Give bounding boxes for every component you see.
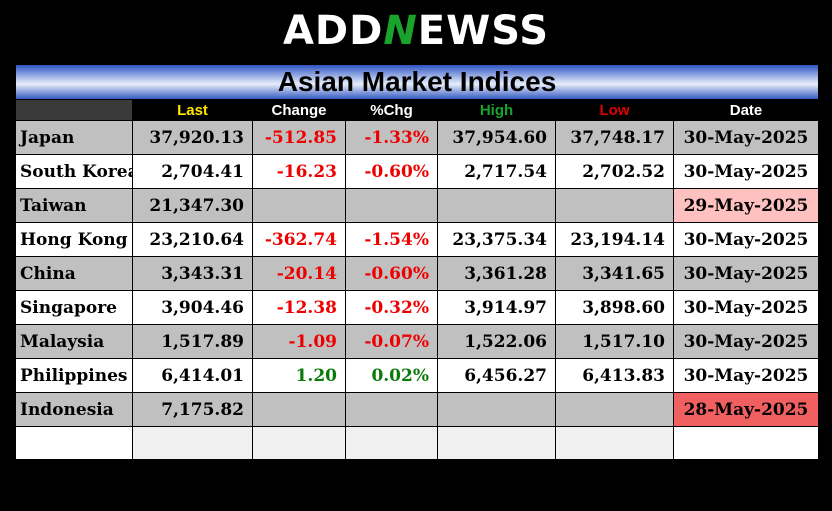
cell-high: 3,914.97 (437, 290, 556, 325)
table-row: Philippines 6,414.01 1.20 0.02% 6,456.27 6,41… (15, 358, 819, 393)
cell-pct: -0.07% (345, 324, 438, 359)
header-last: Last (132, 99, 253, 121)
empty-cell (673, 426, 819, 460)
table-row: Japan 37,920.13 -512.85 -1.33% 37,954.60 37,7… (15, 120, 819, 155)
cell-change: -16.23 (252, 154, 346, 189)
cell-change (252, 188, 346, 223)
logo-accent-n: N (383, 8, 418, 54)
cell-last: 23,210.64 (132, 222, 253, 257)
cell-last: 21,347.30 (132, 188, 253, 223)
cell-change: -362.74 (252, 222, 346, 257)
cell-change: -1.09 (252, 324, 346, 359)
header-date: Date (673, 99, 819, 121)
cell-last: 2,704.41 (132, 154, 253, 189)
cell-pct: -0.32% (345, 290, 438, 325)
cell-low (555, 188, 674, 223)
table-row: China 3,343.31 -20.14 -0.60% 3,361.28 3,341.6… (15, 256, 819, 291)
addnewss-logo: ADDNEWSS (0, 0, 832, 62)
table-row: Singapore 3,904.46 -12.38 -0.32% 3,914.97 3,8… (15, 290, 819, 325)
cell-change: 1.20 (252, 358, 346, 393)
cell-date: 30-May-2025 (673, 120, 819, 155)
cell-pct: -1.33% (345, 120, 438, 155)
cell-last: 1,517.89 (132, 324, 253, 359)
header-corner (15, 99, 133, 121)
table-row: Hong Kong 23,210.64 -362.74 -1.54% 23,375.34… (15, 222, 819, 257)
cell-high: 23,375.34 (437, 222, 556, 257)
cell-low: 3,341.65 (555, 256, 674, 291)
table-title: Asian Market Indices (15, 64, 819, 100)
logo-text: ADDNEWSS (283, 11, 549, 51)
asian-market-indices-table: Asian Market Indices Last Change %Chg High L… (15, 64, 819, 460)
cell-change: -12.38 (252, 290, 346, 325)
header-high: High (437, 99, 556, 121)
cell-date: 29-May-2025 (673, 188, 819, 223)
cell-low: 6,413.83 (555, 358, 674, 393)
cell-low: 1,517.10 (555, 324, 674, 359)
table-row: South Korea 2,704.41 -16.23 -0.60% 2,717.54 2… (15, 154, 819, 189)
cell-pct: -1.54% (345, 222, 438, 257)
cell-date: 28-May-2025 (673, 392, 819, 427)
cell-pct: -0.60% (345, 154, 438, 189)
empty-cell (555, 426, 674, 460)
cell-high: 3,361.28 (437, 256, 556, 291)
cell-last: 3,904.46 (132, 290, 253, 325)
cell-pct: -0.60% (345, 256, 438, 291)
cell-low: 2,702.52 (555, 154, 674, 189)
cell-date: 30-May-2025 (673, 358, 819, 393)
cell-change: -20.14 (252, 256, 346, 291)
cell-pct (345, 392, 438, 427)
cell-date: 30-May-2025 (673, 324, 819, 359)
cell-last: 6,414.01 (132, 358, 253, 393)
cell-name: Malaysia (15, 324, 133, 359)
cell-high (437, 188, 556, 223)
header-pct-chg: %Chg (345, 99, 438, 121)
cell-last: 37,920.13 (132, 120, 253, 155)
cell-low (555, 392, 674, 427)
empty-cell (132, 426, 253, 460)
cell-date: 30-May-2025 (673, 154, 819, 189)
header-low: Low (555, 99, 674, 121)
table-row: Indonesia 7,175.82 28-May-2025 (15, 392, 819, 427)
cell-high: 6,456.27 (437, 358, 556, 393)
cell-change (252, 392, 346, 427)
cell-name: Hong Kong (15, 222, 133, 257)
cell-name: South Korea (15, 154, 133, 189)
cell-date: 30-May-2025 (673, 256, 819, 291)
cell-pct (345, 188, 438, 223)
table-row: Taiwan 21,347.30 29-May-2025 (15, 188, 819, 223)
cell-pct: 0.02% (345, 358, 438, 393)
cell-change: -512.85 (252, 120, 346, 155)
cell-date: 30-May-2025 (673, 290, 819, 325)
cell-high: 2,717.54 (437, 154, 556, 189)
empty-cell (437, 426, 556, 460)
cell-date: 30-May-2025 (673, 222, 819, 257)
empty-cell (345, 426, 438, 460)
cell-last: 7,175.82 (132, 392, 253, 427)
cell-name: Taiwan (15, 188, 133, 223)
cell-low: 23,194.14 (555, 222, 674, 257)
empty-row (15, 426, 819, 460)
cell-last: 3,343.31 (132, 256, 253, 291)
header-row: Last Change %Chg High Low Date (15, 99, 819, 121)
cell-low: 37,748.17 (555, 120, 674, 155)
logo-part-ewss: EWSS (417, 8, 550, 54)
logo-part-add: ADD (282, 8, 384, 54)
table-row: Malaysia 1,517.89 -1.09 -0.07% 1,522.06 1,517… (15, 324, 819, 359)
cell-name: Philippines (15, 358, 133, 393)
header-change: Change (252, 99, 346, 121)
cell-high (437, 392, 556, 427)
empty-cell (15, 426, 133, 460)
cell-name: Japan (15, 120, 133, 155)
cell-low: 3,898.60 (555, 290, 674, 325)
cell-high: 37,954.60 (437, 120, 556, 155)
cell-high: 1,522.06 (437, 324, 556, 359)
cell-name: Indonesia (15, 392, 133, 427)
cell-name: Singapore (15, 290, 133, 325)
empty-cell (252, 426, 346, 460)
cell-name: China (15, 256, 133, 291)
